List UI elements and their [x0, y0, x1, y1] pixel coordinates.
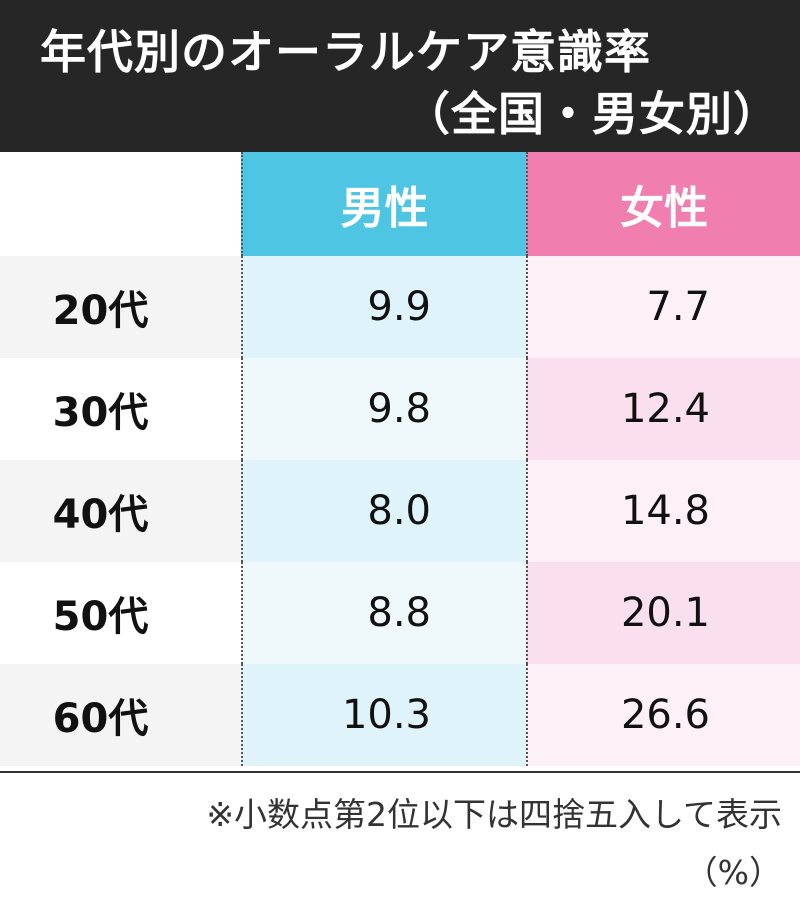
age-label: 40代 [0, 460, 241, 562]
table-header-row: 男性 女性 [0, 152, 800, 256]
men-value: 9.9 [241, 256, 526, 358]
men-value: 9.8 [241, 358, 526, 460]
table-row: 40代 8.0 14.8 [0, 460, 800, 562]
header-empty-cell [0, 152, 241, 256]
column-header-men: 男性 [241, 152, 526, 256]
age-label: 20代 [0, 256, 241, 358]
rounding-note: ※小数点第2位以下は四捨五入して表示 [206, 795, 782, 834]
age-label: 50代 [0, 562, 241, 664]
women-value: 14.8 [526, 460, 800, 562]
age-label: 60代 [0, 664, 241, 766]
column-header-women: 女性 [526, 152, 800, 256]
women-value: 20.1 [526, 562, 800, 664]
women-value: 12.4 [526, 358, 800, 460]
table-bottom-border [0, 771, 800, 773]
men-value: 8.0 [241, 460, 526, 562]
table-row: 20代 9.9 7.7 [0, 256, 800, 358]
page-title: 年代別のオーラルケア意識率 [40, 25, 651, 79]
women-value: 26.6 [526, 664, 800, 766]
table-row: 60代 10.3 26.6 [0, 664, 800, 766]
age-label: 30代 [0, 358, 241, 460]
men-value: 8.8 [241, 562, 526, 664]
table-row: 50代 8.8 20.1 [0, 562, 800, 664]
women-value: 7.7 [526, 256, 800, 358]
men-value: 10.3 [241, 664, 526, 766]
page-subtitle: （全国・男女別） [404, 87, 780, 141]
unit-label: （%） [684, 853, 782, 892]
table-row: 30代 9.8 12.4 [0, 358, 800, 460]
title-header: 年代別のオーラルケア意識率 （全国・男女別） [0, 0, 800, 152]
